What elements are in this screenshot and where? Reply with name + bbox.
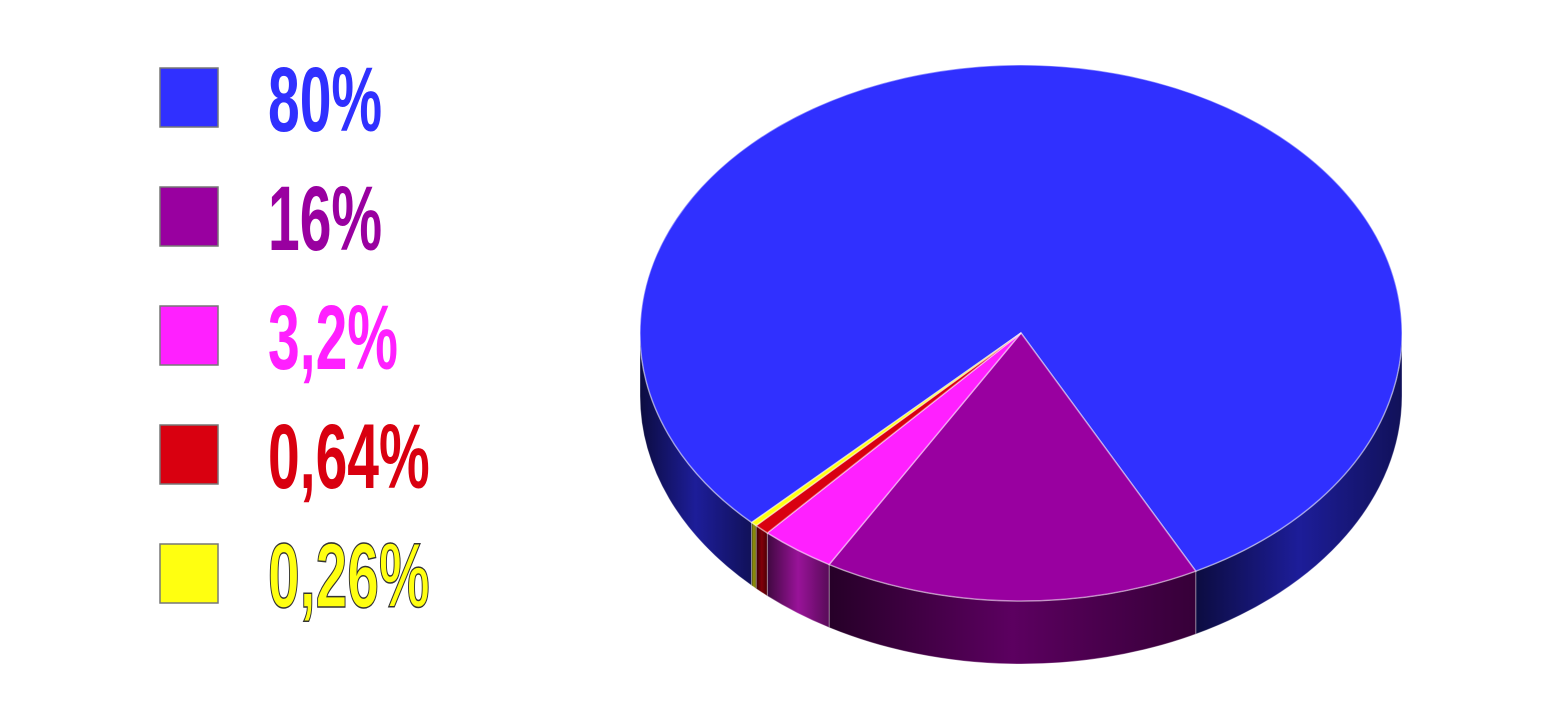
legend-swatch-1 (159, 186, 219, 247)
legend-label-2: 3,2% (268, 287, 398, 389)
legend-label-3: 0,64% (268, 406, 430, 508)
pie-slice-4 (750, 332, 1022, 527)
legend-label-4: 0,26% (268, 525, 430, 627)
pie-side-4 (751, 521, 757, 590)
pie-slice-3 (754, 332, 1022, 534)
legend-swatch-3 (159, 424, 219, 485)
pie-sides (639, 332, 1403, 665)
pie-slice-0 (639, 64, 1403, 573)
pie-side-1 (828, 563, 1197, 665)
pie-slice-2 (765, 332, 1022, 566)
legend-swatch-0 (159, 67, 219, 128)
pie-tops (639, 64, 1403, 602)
legend-label-1: 16% (268, 168, 382, 270)
legend-swatch-4 (159, 543, 219, 604)
pie-slice-1 (827, 331, 1197, 602)
legend: 80% 16% 3,2% 0,64% 0,26% (159, 49, 430, 628)
pie-side-3 (755, 524, 768, 597)
legend-swatch-2 (159, 305, 219, 366)
legend-label-0: 80% (268, 49, 382, 151)
